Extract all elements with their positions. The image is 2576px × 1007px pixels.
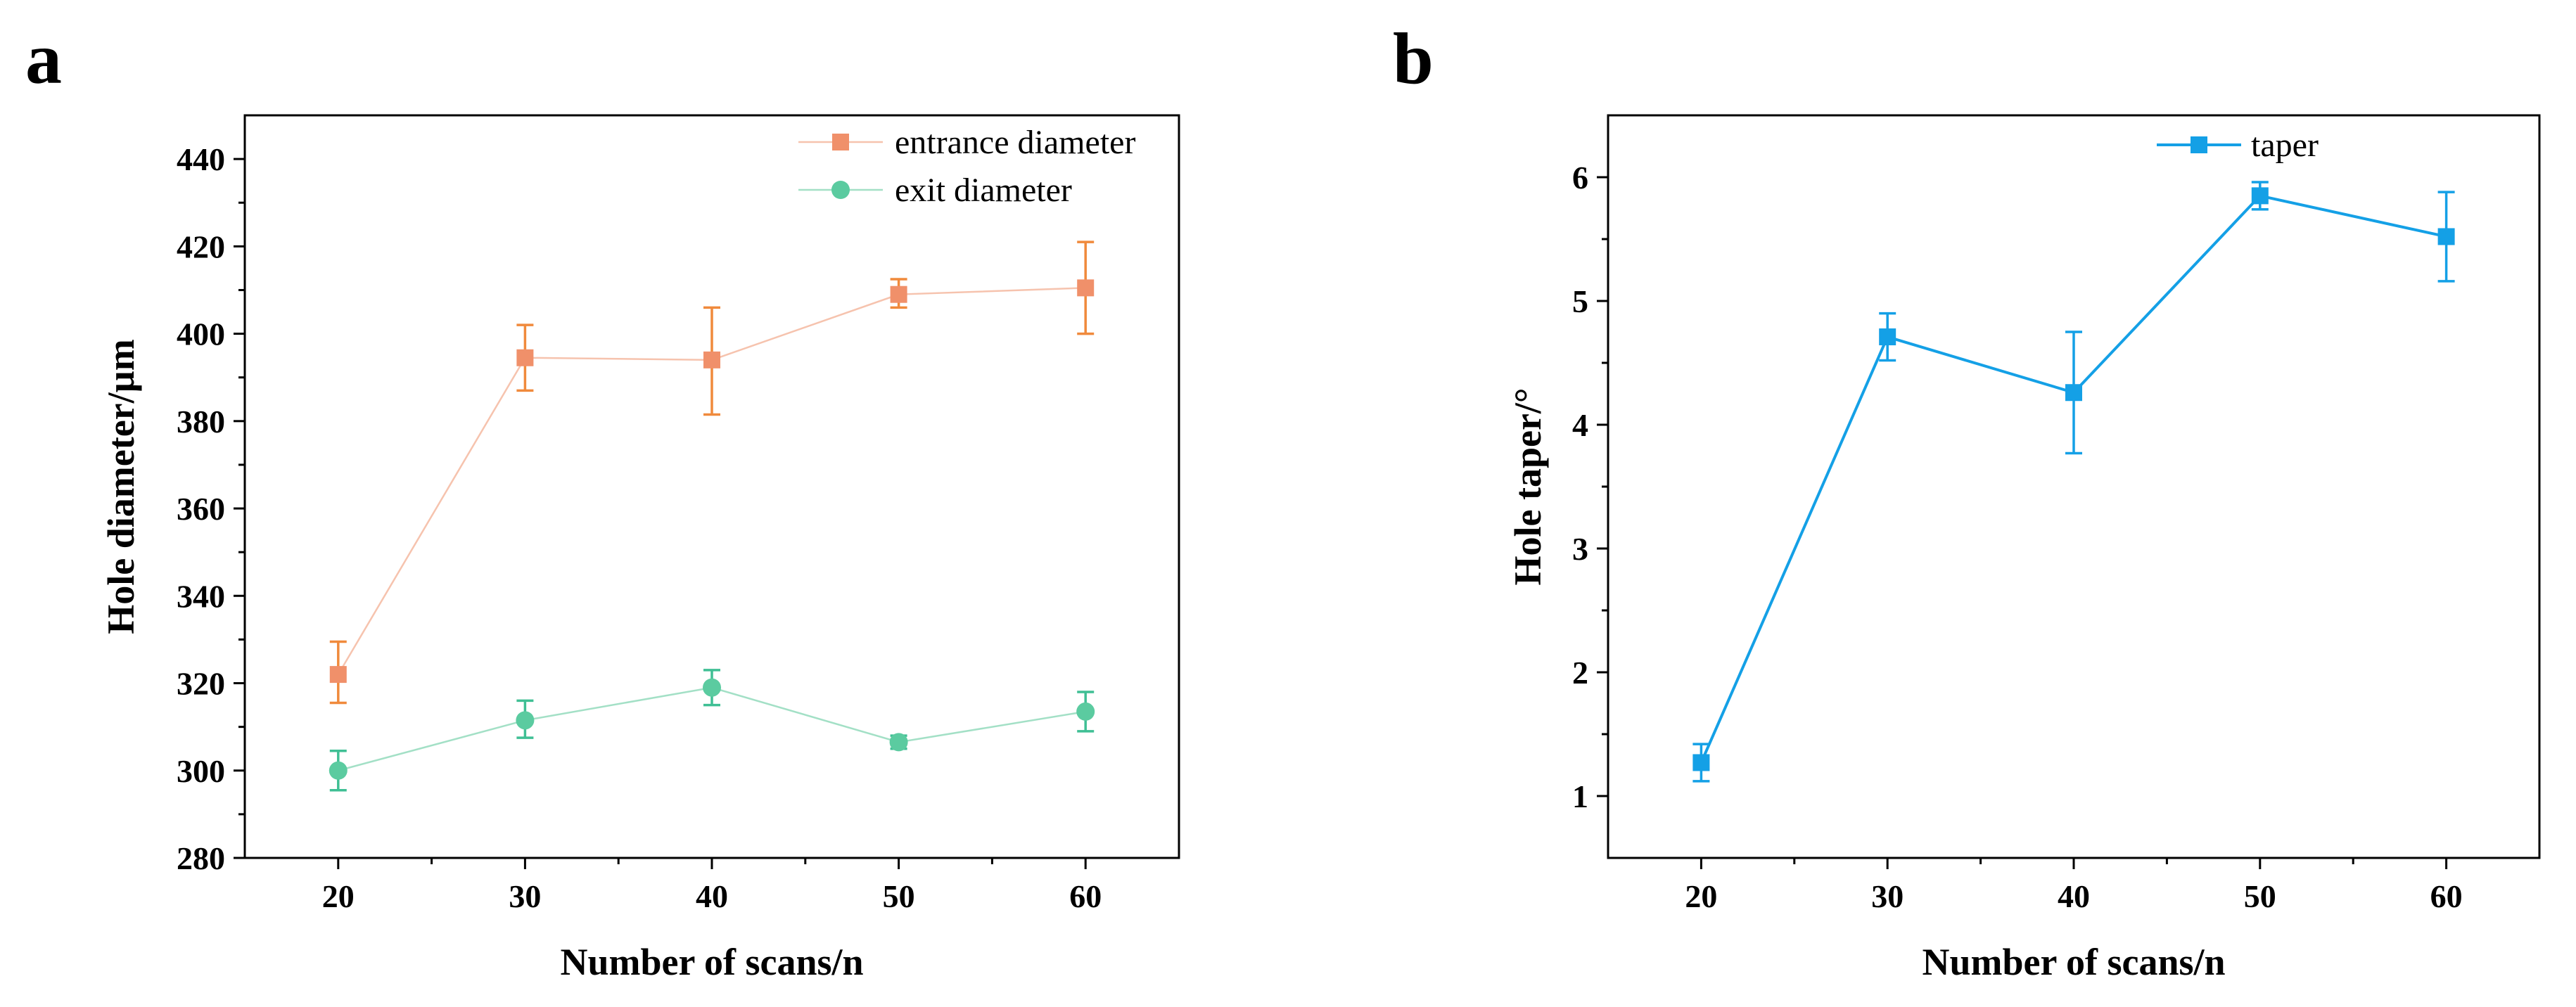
y-tick-label: 4 <box>1572 407 1588 443</box>
y-tick-label: 360 <box>177 491 225 527</box>
x-tick-label: 30 <box>509 878 541 914</box>
x-tick-label: 30 <box>1871 878 1904 914</box>
chart-panel-b: b 1 2 3 4 5 6 20 30 40 50 60 Number of scans/n Hole t… <box>1393 18 2541 983</box>
legend-marker <box>832 134 849 150</box>
y-axis-title: Hole diameter/µm <box>100 339 142 634</box>
legend-entry: taper <box>2157 127 2319 164</box>
data-point <box>890 286 907 303</box>
series-entrance-diameter <box>329 240 1095 705</box>
data-point <box>703 351 720 368</box>
legend-label: entrance diameter <box>895 124 1135 161</box>
legend-marker <box>831 181 850 199</box>
legend-marker <box>2191 136 2207 153</box>
x-tick-label: 50 <box>883 878 915 914</box>
x-tick-label: 60 <box>2430 878 2463 914</box>
series-taper <box>1692 181 2455 783</box>
y-tick-label: 380 <box>177 404 225 440</box>
data-point <box>703 678 721 697</box>
y-tick-label: 300 <box>177 753 225 789</box>
y-tick-label: 1 <box>1572 778 1588 814</box>
y-tick-label: 320 <box>177 666 225 702</box>
x-tick-label: 50 <box>2244 878 2276 914</box>
y-tick-label: 440 <box>177 141 225 177</box>
y-tick-label: 340 <box>177 578 225 614</box>
data-point <box>1879 328 1896 346</box>
data-point <box>329 761 347 780</box>
y-tick-label: 280 <box>177 840 225 876</box>
data-point <box>2065 384 2082 402</box>
y-tick-label: 2 <box>1572 655 1588 691</box>
legend-entry: exit diameter <box>798 172 1072 209</box>
y-tick-label: 420 <box>177 229 225 264</box>
x-tick-label: 60 <box>1069 878 1102 914</box>
data-point <box>2251 187 2269 205</box>
data-point <box>1077 279 1095 297</box>
x-axis-title: Number of scans/n <box>1922 941 2225 983</box>
panel-label-a: a <box>25 18 62 99</box>
data-point <box>329 666 347 684</box>
data-point <box>516 711 535 730</box>
data-point <box>1692 754 1710 771</box>
data-point <box>1076 702 1095 721</box>
series-exit-diameter <box>329 669 1095 792</box>
x-tick-label: 20 <box>322 878 355 914</box>
chart-panel-a: a 280 300 320 340 360 380 400 420 440 20 30 40 50 60 Nu… <box>25 18 1180 983</box>
y-axis-title: Hole taper/° <box>1507 387 1549 585</box>
x-tick-label: 40 <box>2058 878 2090 914</box>
y-tick-label: 5 <box>1572 283 1588 319</box>
x-tick-label: 20 <box>1685 878 1717 914</box>
y-tick-label: 400 <box>177 316 225 352</box>
x-axis-title: Number of scans/n <box>560 941 863 983</box>
y-tick-label: 6 <box>1572 160 1588 195</box>
legend-label: taper <box>2251 127 2319 164</box>
data-point <box>2437 228 2455 245</box>
panel-label-b: b <box>1393 18 1434 99</box>
legend-label: exit diameter <box>895 172 1072 209</box>
data-point <box>889 733 908 752</box>
x-tick-label: 40 <box>696 878 728 914</box>
y-tick-label: 3 <box>1572 531 1588 567</box>
legend-entry: entrance diameter <box>798 124 1135 161</box>
data-point <box>516 349 534 366</box>
